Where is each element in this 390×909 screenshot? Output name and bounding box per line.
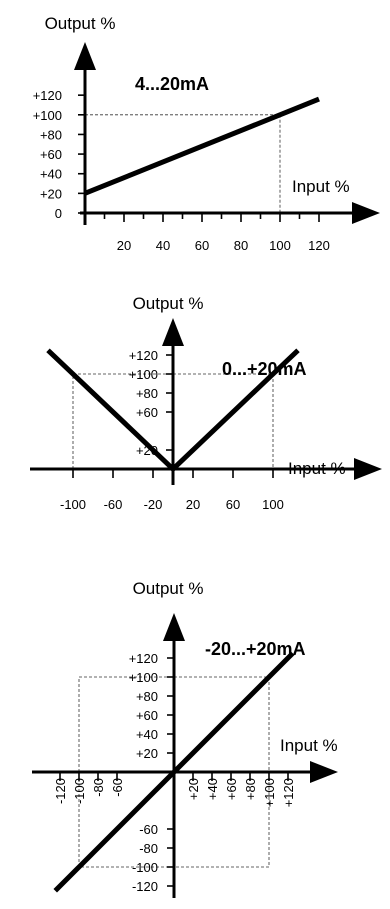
y-axis xyxy=(163,613,185,898)
y-tick-label: +40 xyxy=(136,727,158,742)
y-tick-label: -120 xyxy=(132,879,158,894)
x-tick-label: 20 xyxy=(186,497,200,512)
x-tick-label: +20 xyxy=(186,778,201,800)
y-tick-label: +60 xyxy=(40,147,62,162)
y-tick-label: +20 xyxy=(136,746,158,761)
chart-title: 4...20mA xyxy=(135,74,209,94)
series-line xyxy=(46,348,300,473)
x-axis-label: Input % xyxy=(280,736,338,755)
y-tick-label: +40 xyxy=(40,167,62,182)
x-tick-label: 100 xyxy=(262,497,284,512)
series-line xyxy=(53,651,295,893)
y-tick-label: +60 xyxy=(136,405,158,420)
y-tick-label: +120 xyxy=(129,348,158,363)
x-tick-label: +120 xyxy=(281,778,296,807)
x-tick-label: 120 xyxy=(308,238,330,253)
x-tick-label: -20 xyxy=(144,497,163,512)
x-tick-label: -120 xyxy=(53,778,68,804)
y-axis-label: Output % xyxy=(45,14,116,33)
x-tick-label: +100 xyxy=(262,778,277,807)
x-tick-label: 60 xyxy=(226,497,240,512)
x-tick-label: +40 xyxy=(205,778,220,800)
y-tick-label: -80 xyxy=(139,841,158,856)
y-tick-label: -60 xyxy=(139,822,158,837)
y-tick-label: +100 xyxy=(129,670,158,685)
x-axis-label: Input % xyxy=(288,459,346,478)
x-tick-label: -60 xyxy=(110,778,125,797)
x-tick-label: 40 xyxy=(156,238,170,253)
chart-title: -20...+20mA xyxy=(205,639,306,659)
x-tick-label: -80 xyxy=(91,778,106,797)
y-tick-label: +80 xyxy=(136,386,158,401)
x-tick-label: -100 xyxy=(60,497,86,512)
x-axis-label: Input % xyxy=(292,177,350,196)
y-tick-label: +120 xyxy=(129,651,158,666)
x-tick-label: +60 xyxy=(224,778,239,800)
y-tick-label: +80 xyxy=(136,689,158,704)
x-tick-label: 80 xyxy=(234,238,248,253)
y-axis-label: Output % xyxy=(133,294,204,313)
x-tick-label: 20 xyxy=(117,238,131,253)
y-tick-label: 0 xyxy=(55,206,62,221)
chart-title: 0...+20mA xyxy=(222,359,307,379)
x-tick-label: 100 xyxy=(269,238,291,253)
y-axis xyxy=(162,318,184,485)
series-line xyxy=(84,96,320,196)
y-tick-label: +100 xyxy=(129,367,158,382)
y-axis-label: Output % xyxy=(133,579,204,598)
y-tick-label: +120 xyxy=(33,88,62,103)
x-axis xyxy=(80,202,380,224)
x-tick-label: -60 xyxy=(104,497,123,512)
x-tick-label: 60 xyxy=(195,238,209,253)
x-axis xyxy=(30,458,382,480)
y-tick-label: +20 xyxy=(40,186,62,201)
x-tick-label: +80 xyxy=(243,778,258,800)
guide-box xyxy=(85,114,281,213)
y-tick-label: +60 xyxy=(136,708,158,723)
y-tick-label: -100 xyxy=(132,860,158,875)
y-tick-label: +80 xyxy=(40,127,62,142)
x-tick-label: -100 xyxy=(72,778,87,804)
y-axis xyxy=(74,42,96,225)
y-tick-label: +100 xyxy=(33,108,62,123)
